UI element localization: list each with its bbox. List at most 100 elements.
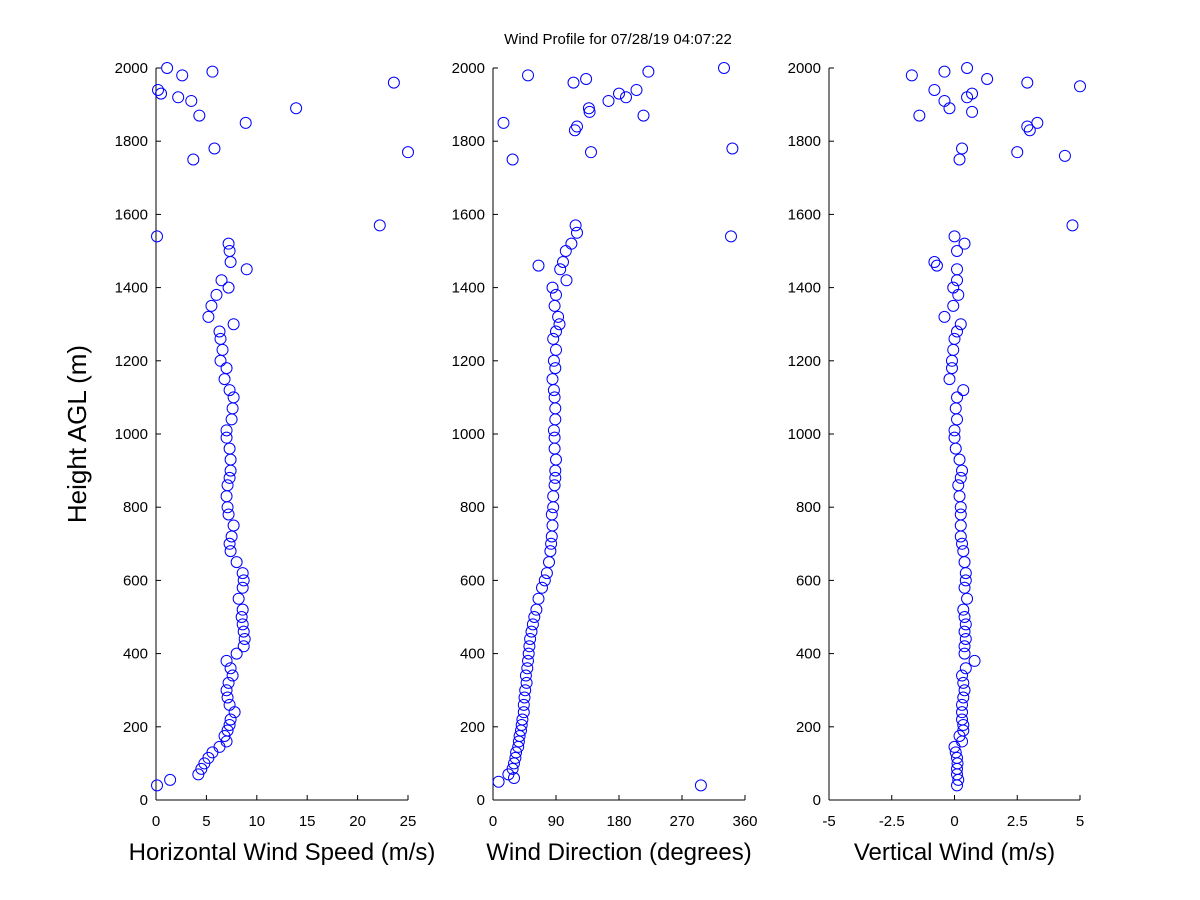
y-tick-label: 0	[813, 792, 821, 809]
point	[530, 603, 543, 616]
y-tick-label: 400	[796, 646, 821, 663]
y-tick-label: 1000	[788, 426, 821, 443]
y-tick-label: 600	[123, 572, 148, 589]
x-tick-label: 25	[400, 813, 417, 830]
x-tick-label: 360	[732, 813, 757, 830]
point	[961, 62, 974, 74]
point	[221, 691, 234, 704]
y-tick-label: 1600	[452, 206, 485, 223]
x-tick-label: 180	[606, 813, 631, 830]
point	[981, 72, 994, 85]
point	[547, 384, 560, 397]
point	[402, 146, 414, 159]
point	[694, 779, 707, 792]
point	[958, 647, 971, 660]
point	[947, 281, 960, 294]
x-tick-label: 10	[248, 813, 265, 830]
point	[548, 479, 561, 492]
point	[506, 153, 519, 166]
point	[223, 471, 236, 484]
point	[951, 751, 964, 764]
point	[959, 574, 972, 587]
point	[523, 640, 536, 653]
point	[547, 332, 560, 345]
point	[954, 501, 967, 514]
point	[567, 76, 580, 89]
point	[220, 424, 233, 437]
point	[237, 640, 250, 653]
point	[546, 373, 559, 386]
point	[236, 618, 249, 631]
y-tick-label: 800	[123, 499, 148, 516]
point	[954, 508, 967, 521]
point	[519, 669, 532, 682]
y-tick-label: 400	[123, 646, 148, 663]
point	[221, 724, 234, 737]
point	[956, 537, 969, 550]
point	[497, 116, 510, 129]
point	[213, 740, 226, 753]
point	[968, 654, 981, 667]
point	[517, 698, 530, 711]
point	[227, 519, 240, 532]
x-tick-label: 0	[489, 813, 497, 830]
point	[536, 581, 548, 594]
point	[522, 69, 534, 82]
y-tick-label: 600	[796, 572, 821, 589]
y-tick-label: 200	[460, 719, 485, 736]
point	[568, 124, 581, 137]
point	[959, 567, 972, 580]
point	[224, 453, 237, 466]
point	[1011, 146, 1024, 159]
point	[582, 102, 595, 115]
point	[220, 684, 233, 697]
point	[1074, 80, 1086, 93]
point	[202, 310, 215, 323]
y-tick-label: 1200	[115, 353, 148, 370]
point	[540, 567, 553, 580]
point	[954, 530, 967, 543]
point	[951, 391, 964, 404]
chart-title: Wind Profile for 07/28/19 04:07:22	[504, 31, 732, 48]
point	[213, 325, 226, 338]
y-tick-label: 1000	[115, 426, 148, 443]
point	[550, 343, 562, 356]
point	[236, 567, 249, 580]
point	[208, 142, 221, 155]
point	[223, 718, 236, 731]
point	[547, 501, 560, 514]
point	[522, 647, 535, 660]
point	[957, 384, 970, 397]
point	[1021, 120, 1034, 133]
point	[239, 116, 252, 129]
point	[224, 713, 237, 726]
point	[506, 762, 519, 775]
point	[557, 255, 569, 268]
point	[155, 87, 168, 100]
x-tick-label: 90	[548, 813, 565, 830]
point	[549, 413, 562, 426]
point	[565, 237, 578, 250]
point	[237, 574, 250, 587]
point	[580, 72, 593, 85]
point	[550, 325, 562, 338]
point	[571, 120, 583, 133]
point	[957, 676, 970, 689]
y-tick-label: 1400	[115, 280, 148, 297]
point	[549, 402, 562, 415]
point	[240, 263, 253, 276]
y-tick-label: 2000	[452, 60, 485, 77]
point	[951, 245, 964, 257]
point	[948, 431, 961, 444]
y-tick-label: 1200	[452, 353, 485, 370]
y-tick-label: 1800	[115, 133, 148, 150]
point	[954, 318, 967, 331]
point	[956, 713, 969, 726]
point	[238, 632, 251, 645]
x-axis-label: Horizontal Wind Speed (m/s)	[129, 839, 436, 866]
point	[559, 245, 572, 257]
point	[560, 274, 573, 287]
point	[947, 299, 960, 312]
point	[549, 464, 562, 477]
